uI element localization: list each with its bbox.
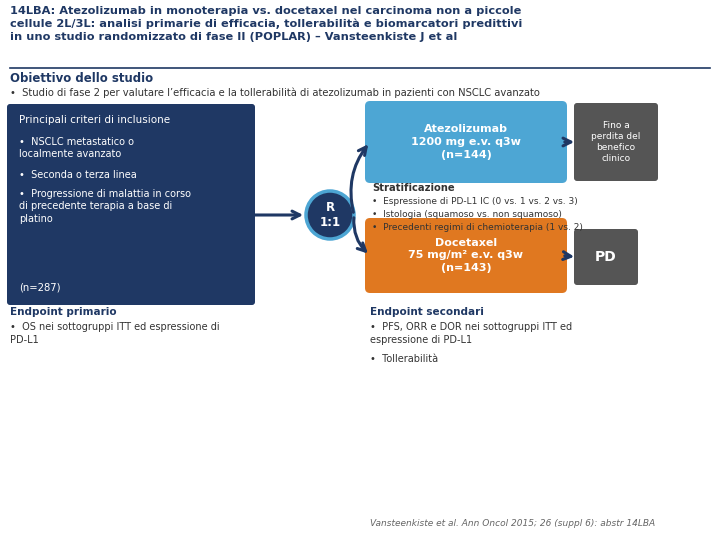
Text: (n=287): (n=287)	[19, 282, 60, 292]
Text: Endpoint secondari: Endpoint secondari	[370, 307, 484, 317]
Text: •  Espressione di PD-L1 IC (0 vs. 1 vs. 2 vs. 3): • Espressione di PD-L1 IC (0 vs. 1 vs. 2…	[372, 197, 577, 206]
Text: •  Istologia (squamoso vs. non squamoso): • Istologia (squamoso vs. non squamoso)	[372, 210, 562, 219]
Text: Endpoint primario: Endpoint primario	[10, 307, 117, 317]
Circle shape	[306, 191, 354, 239]
Text: •  OS nei sottogruppi ITT ed espressione di
PD-L1: • OS nei sottogruppi ITT ed espressione …	[10, 322, 220, 345]
Text: •  NSCLC metastatico o
localmente avanzato: • NSCLC metastatico o localmente avanzat…	[19, 137, 134, 159]
Text: •  PFS, ORR e DOR nei sottogruppi ITT ed
espressione di PD-L1: • PFS, ORR e DOR nei sottogruppi ITT ed …	[370, 322, 572, 345]
FancyBboxPatch shape	[365, 101, 567, 183]
Text: •  Studio di fase 2 per valutare l’efficacia e la tollerabilità di atezolizumab : • Studio di fase 2 per valutare l’effica…	[10, 87, 540, 98]
FancyBboxPatch shape	[574, 229, 638, 285]
Text: Atezolizumab
1200 mg e.v. q3w
(n=144): Atezolizumab 1200 mg e.v. q3w (n=144)	[411, 124, 521, 160]
Text: Vansteenkiste et al. Ann Oncol 2015; 26 (suppl 6): abstr 14LBA: Vansteenkiste et al. Ann Oncol 2015; 26 …	[370, 519, 655, 528]
Text: Principali criteri di inclusione: Principali criteri di inclusione	[19, 115, 170, 125]
Text: 14LBA: Atezolizumab in monoterapia vs. docetaxel nel carcinoma non a piccole
cel: 14LBA: Atezolizumab in monoterapia vs. d…	[10, 6, 523, 42]
Text: •  Precedenti regimi di chemioterapia (1 vs. 2): • Precedenti regimi di chemioterapia (1 …	[372, 223, 583, 232]
Text: R
1:1: R 1:1	[320, 201, 341, 229]
Text: •  Seconda o terza linea: • Seconda o terza linea	[19, 170, 137, 180]
Text: PD: PD	[595, 250, 617, 264]
FancyBboxPatch shape	[7, 104, 255, 305]
FancyBboxPatch shape	[365, 218, 567, 293]
FancyBboxPatch shape	[574, 103, 658, 181]
Text: •  Progressione di malattia in corso
di precedente terapia a base di
platino: • Progressione di malattia in corso di p…	[19, 189, 191, 224]
Text: Stratificazione: Stratificazione	[372, 183, 454, 193]
Text: Docetaxel
75 mg/m² e.v. q3w
(n=143): Docetaxel 75 mg/m² e.v. q3w (n=143)	[408, 238, 523, 273]
Text: Obiettivo dello studio: Obiettivo dello studio	[10, 72, 153, 85]
Text: Fino a
perdita del
benefico
clinico: Fino a perdita del benefico clinico	[591, 122, 641, 163]
Text: •  Tollerabilità: • Tollerabilità	[370, 354, 438, 364]
